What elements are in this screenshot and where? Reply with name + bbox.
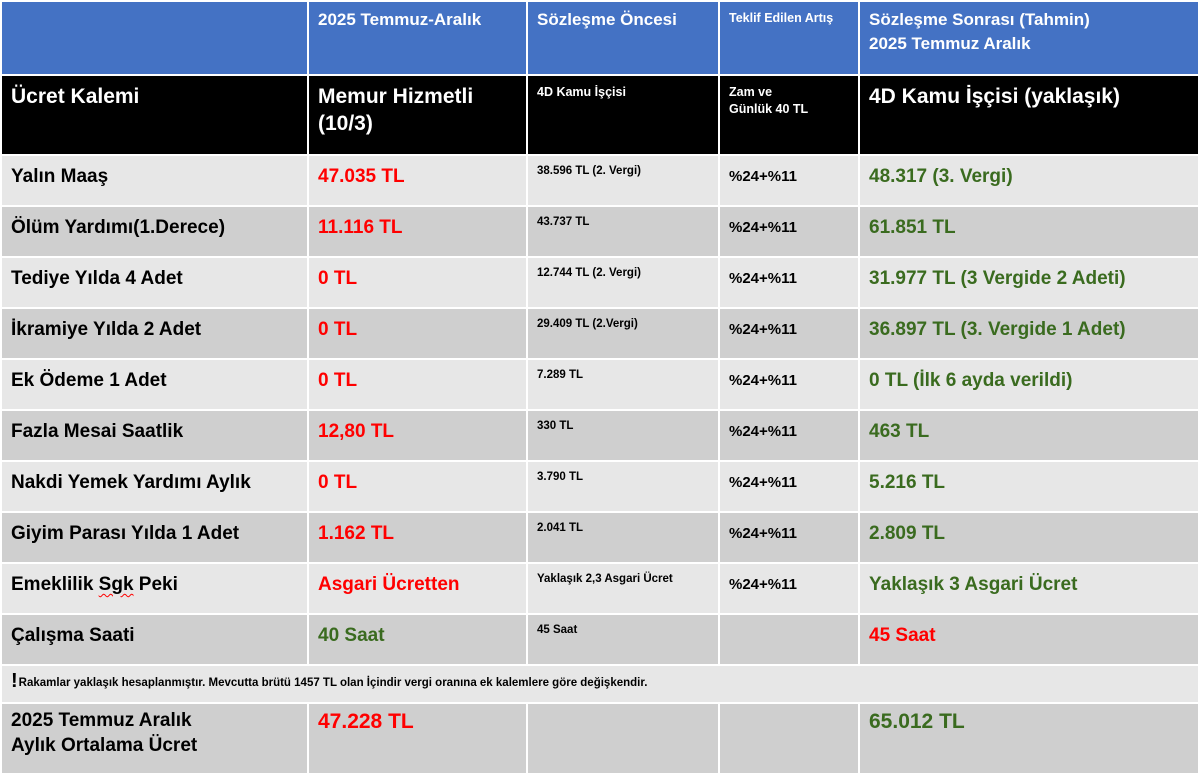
period-header-increase: Teklif Edilen Artış bbox=[718, 0, 860, 76]
isci-after-value: Yaklaşık 3 Asgari Ücret bbox=[858, 562, 1200, 615]
row-label: İkramiye Yılda 2 Adet bbox=[0, 307, 309, 360]
row-label: Giyim Parası Yılda 1 Adet bbox=[0, 511, 309, 564]
column-header-increase: Zam ve Günlük 40 TL bbox=[718, 74, 860, 156]
memur-value: 0 TL bbox=[307, 256, 528, 309]
isci-before-value: 29.409 TL (2.Vergi) bbox=[526, 307, 720, 360]
memur-value: 0 TL bbox=[307, 307, 528, 360]
table-row: Giyim Parası Yılda 1 Adet 1.162 TL 2.041… bbox=[0, 511, 1200, 564]
increase-value: %24+%11 bbox=[718, 511, 860, 564]
table-row: Yalın Maaş 47.035 TL 38.596 TL (2. Vergi… bbox=[0, 154, 1200, 207]
isci-after-value: 45 Saat bbox=[858, 613, 1200, 666]
table-row: Nakdi Yemek Yardımı Aylık 0 TL 3.790 TL … bbox=[0, 460, 1200, 513]
isci-before-value: 43.737 TL bbox=[526, 205, 720, 258]
increase-value: %24+%11 bbox=[718, 409, 860, 462]
note-row: !Rakamlar yaklaşık hesaplanmıştır. Mevcu… bbox=[0, 664, 1200, 704]
period-header-after-line1: Sözleşme Sonrası (Tahmin) bbox=[869, 10, 1090, 29]
row-label: Ölüm Yardımı(1.Derece) bbox=[0, 205, 309, 258]
memur-value: 0 TL bbox=[307, 358, 528, 411]
table-row: Tediye Yılda 4 Adet 0 TL 12.744 TL (2. V… bbox=[0, 256, 1200, 309]
column-header-memur-line2: (10/3) bbox=[318, 112, 373, 135]
footnote-text: Rakamlar yaklaşık hesaplanmıştır. Mevcut… bbox=[18, 677, 648, 689]
increase-value: %24+%11 bbox=[718, 256, 860, 309]
row-label: Emeklilik Sgk Peki bbox=[0, 562, 309, 615]
isci-after-value: 61.851 TL bbox=[858, 205, 1200, 258]
increase-value: %24+%11 bbox=[718, 562, 860, 615]
increase-value: %24+%11 bbox=[718, 307, 860, 360]
row-label-prefix: Emeklilik bbox=[11, 574, 99, 595]
table-row: Fazla Mesai Saatlik 12,80 TL 330 TL %24+… bbox=[0, 409, 1200, 462]
column-header-row: Ücret Kalemi Memur Hizmetli (10/3) 4D Ka… bbox=[0, 74, 1200, 156]
row-label-suffix: Peki bbox=[133, 574, 178, 595]
average-wage-label: 2025 Temmuz Aralık Aylık Ortalama Ücret bbox=[0, 702, 309, 775]
period-header-before: Sözleşme Öncesi bbox=[526, 0, 720, 76]
isci-before-value: 3.790 TL bbox=[526, 460, 720, 513]
increase-value: %24+%11 bbox=[718, 154, 860, 207]
isci-after-value: 2.809 TL bbox=[858, 511, 1200, 564]
isci-before-value: 330 TL bbox=[526, 409, 720, 462]
period-header-after-line2: 2025 Temmuz Aralık bbox=[869, 34, 1031, 53]
memur-value: 47.035 TL bbox=[307, 154, 528, 207]
period-header-after: Sözleşme Sonrası (Tahmin) 2025 Temmuz Ar… bbox=[858, 0, 1200, 76]
footnote: !Rakamlar yaklaşık hesaplanmıştır. Mevcu… bbox=[0, 664, 1200, 704]
period-header-row: 2025 Temmuz-Aralık Sözleşme Öncesi Tekli… bbox=[0, 0, 1200, 76]
increase-value: %24+%11 bbox=[718, 460, 860, 513]
spellcheck-flagged-word: Sgk bbox=[98, 574, 134, 595]
row-label: Yalın Maaş bbox=[0, 154, 309, 207]
average-wage-isci-before bbox=[526, 702, 720, 775]
increase-value: %24+%11 bbox=[718, 358, 860, 411]
row-label: Nakdi Yemek Yardımı Aylık bbox=[0, 460, 309, 513]
table-row: Ölüm Yardımı(1.Derece) 11.116 TL 43.737 … bbox=[0, 205, 1200, 258]
average-wage-row: 2025 Temmuz Aralık Aylık Ortalama Ücret … bbox=[0, 702, 1200, 775]
isci-before-value: 38.596 TL (2. Vergi) bbox=[526, 154, 720, 207]
table-row: Emeklilik Sgk Peki Asgari Ücretten Yakla… bbox=[0, 562, 1200, 615]
isci-after-value: 48.317 (3. Vergi) bbox=[858, 154, 1200, 207]
column-header-isci: 4D Kamu İşçisi bbox=[526, 74, 720, 156]
memur-value: 1.162 TL bbox=[307, 511, 528, 564]
table-row: Ek Ödeme 1 Adet 0 TL 7.289 TL %24+%11 0 … bbox=[0, 358, 1200, 411]
isci-after-value: 0 TL (İlk 6 ayda verildi) bbox=[858, 358, 1200, 411]
isci-after-value: 463 TL bbox=[858, 409, 1200, 462]
column-header-memur-line1: Memur Hizmetli bbox=[318, 85, 474, 108]
column-header-increase-line2: Günlük 40 TL bbox=[729, 102, 809, 116]
table-row: İkramiye Yılda 2 Adet 0 TL 29.409 TL (2.… bbox=[0, 307, 1200, 360]
column-header-isci-estimate: 4D Kamu İşçisi (yaklaşık) bbox=[858, 74, 1200, 156]
isci-before-value: 7.289 TL bbox=[526, 358, 720, 411]
isci-after-value: 5.216 TL bbox=[858, 460, 1200, 513]
memur-value: 11.116 TL bbox=[307, 205, 528, 258]
row-label: Tediye Yılda 4 Adet bbox=[0, 256, 309, 309]
column-header-item: Ücret Kalemi bbox=[0, 74, 309, 156]
table-row: Çalışma Saati 40 Saat 45 Saat 45 Saat bbox=[0, 613, 1200, 666]
average-wage-memur: 47.228 TL bbox=[307, 702, 528, 775]
memur-value: 40 Saat bbox=[307, 613, 528, 666]
isci-after-value: 31.977 TL (3 Vergide 2 Adeti) bbox=[858, 256, 1200, 309]
memur-value: Asgari Ücretten bbox=[307, 562, 528, 615]
isci-before-value: 45 Saat bbox=[526, 613, 720, 666]
column-header-memur: Memur Hizmetli (10/3) bbox=[307, 74, 528, 156]
row-label: Ek Ödeme 1 Adet bbox=[0, 358, 309, 411]
average-wage-increase bbox=[718, 702, 860, 775]
isci-before-value: Yaklaşık 2,3 Asgari Ücret bbox=[526, 562, 720, 615]
row-label: Çalışma Saati bbox=[0, 613, 309, 666]
period-header-empty bbox=[0, 0, 309, 76]
increase-value bbox=[718, 613, 860, 666]
average-wage-label-line1: 2025 Temmuz Aralık bbox=[11, 710, 192, 731]
increase-value: %24+%11 bbox=[718, 205, 860, 258]
isci-before-value: 2.041 TL bbox=[526, 511, 720, 564]
isci-after-value: 36.897 TL (3. Vergide 1 Adet) bbox=[858, 307, 1200, 360]
isci-before-value: 12.744 TL (2. Vergi) bbox=[526, 256, 720, 309]
exclamation-icon: ! bbox=[11, 670, 18, 692]
row-label: Fazla Mesai Saatlik bbox=[0, 409, 309, 462]
memur-value: 0 TL bbox=[307, 460, 528, 513]
average-wage-label-line2: Aylık Ortalama Ücret bbox=[11, 735, 198, 756]
average-wage-isci-after: 65.012 TL bbox=[858, 702, 1200, 775]
memur-value: 12,80 TL bbox=[307, 409, 528, 462]
column-header-increase-line1: Zam ve bbox=[729, 85, 773, 99]
period-header-memur: 2025 Temmuz-Aralık bbox=[307, 0, 528, 76]
